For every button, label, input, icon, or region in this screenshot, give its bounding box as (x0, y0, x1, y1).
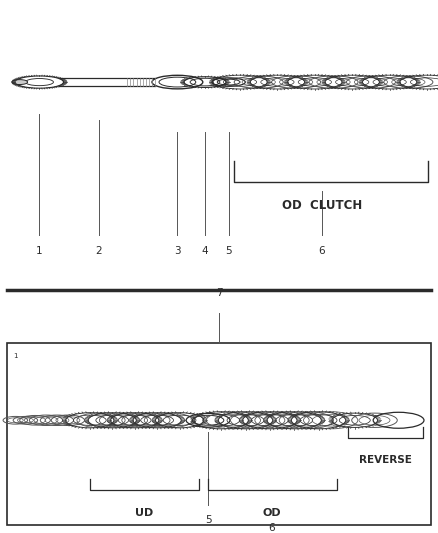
Text: 2: 2 (95, 246, 102, 256)
Text: REVERSE: REVERSE (359, 455, 412, 465)
Text: 4: 4 (201, 246, 208, 256)
Text: 7: 7 (215, 287, 223, 297)
Ellipse shape (12, 79, 28, 85)
Text: OD: OD (262, 508, 281, 518)
Text: UD: UD (135, 508, 154, 518)
Text: OD  CLUTCH: OD CLUTCH (282, 199, 362, 212)
Text: 5: 5 (225, 246, 232, 256)
Text: 1: 1 (36, 246, 43, 256)
Text: 5: 5 (205, 515, 212, 526)
Text: 6: 6 (318, 246, 325, 256)
Bar (7, 343, 431, 526)
Text: 3: 3 (174, 246, 181, 256)
Text: 1: 1 (13, 353, 18, 359)
Text: 6: 6 (268, 523, 275, 533)
